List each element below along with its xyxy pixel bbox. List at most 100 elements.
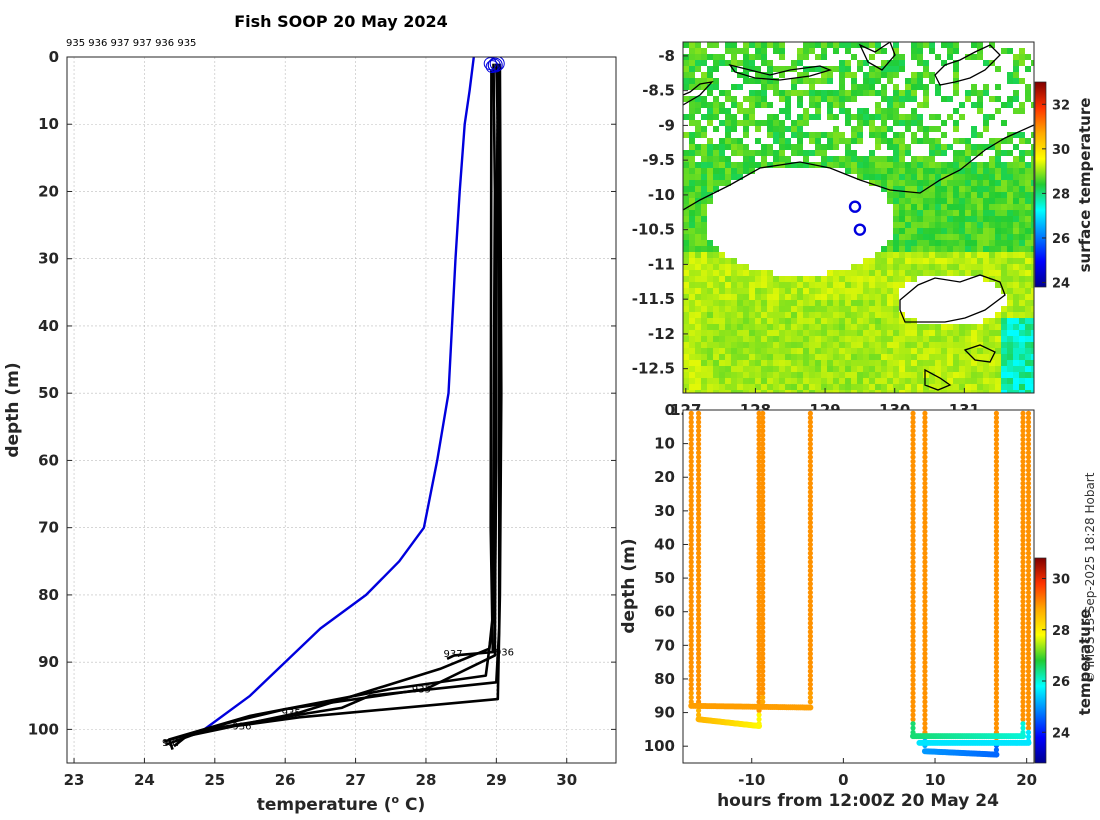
sst-pixel bbox=[797, 378, 803, 384]
sst-pixel bbox=[803, 78, 809, 84]
sst-pixel bbox=[1013, 306, 1019, 312]
sst-pixel bbox=[899, 150, 905, 156]
sst-pixel bbox=[989, 144, 995, 150]
sst-pixel bbox=[827, 336, 833, 342]
sst-pixel bbox=[737, 60, 743, 66]
sst-pixel bbox=[899, 138, 905, 144]
sst-pixel bbox=[791, 324, 797, 330]
temperature-point bbox=[910, 441, 916, 447]
sst-pixel bbox=[959, 240, 965, 246]
sst-pixel bbox=[971, 228, 977, 234]
sst-pixel bbox=[701, 54, 707, 60]
temperature-point bbox=[756, 664, 762, 670]
sst-pixel bbox=[761, 318, 767, 324]
sst-pixel bbox=[947, 372, 953, 378]
temperature-point bbox=[1020, 419, 1026, 425]
temperature-point bbox=[756, 585, 762, 591]
sst-pixel bbox=[791, 360, 797, 366]
temperature-point bbox=[1025, 428, 1032, 434]
sst-pixel bbox=[1001, 372, 1007, 378]
sst-pixel bbox=[947, 222, 953, 228]
sst-pixel bbox=[779, 306, 785, 312]
sst-pixel bbox=[767, 42, 773, 48]
sst-pixel bbox=[911, 108, 917, 114]
sst-pixel bbox=[929, 198, 935, 204]
sst-pixel bbox=[893, 294, 899, 300]
sst-pixel bbox=[1001, 216, 1007, 222]
sst-pixel bbox=[755, 270, 761, 276]
sst-pixel bbox=[1019, 204, 1025, 210]
sst-pixel bbox=[893, 306, 899, 312]
sst-pixel bbox=[1025, 168, 1031, 174]
temperature-point bbox=[1020, 664, 1026, 670]
sst-pixel bbox=[689, 252, 695, 258]
temperature-point bbox=[1020, 515, 1026, 521]
sst-pixel bbox=[983, 384, 989, 390]
sst-pixel bbox=[893, 114, 899, 120]
sst-pixel bbox=[881, 252, 887, 258]
temperature-point bbox=[993, 506, 1000, 513]
sst-pixel bbox=[809, 372, 815, 378]
sst-pixel bbox=[1013, 348, 1019, 354]
sst-pixel bbox=[851, 366, 857, 372]
sst-pixel bbox=[749, 372, 755, 378]
sst-pixel bbox=[833, 312, 839, 318]
sst-pixel bbox=[725, 114, 731, 120]
y-axis-label-2: depth (m) bbox=[619, 538, 639, 633]
sst-pixel bbox=[923, 198, 929, 204]
sst-pixel bbox=[767, 78, 773, 84]
sst-pixel bbox=[917, 252, 923, 258]
sst-pixel bbox=[947, 168, 953, 174]
sst-pixel bbox=[899, 342, 905, 348]
sst-pixel bbox=[779, 300, 785, 306]
temperature-point bbox=[688, 441, 694, 447]
sst-pixel bbox=[929, 252, 935, 258]
sst-pixel bbox=[857, 360, 863, 366]
sst-pixel bbox=[689, 306, 695, 312]
sst-pixel bbox=[875, 366, 881, 372]
sst-pixel bbox=[917, 240, 923, 246]
sst-pixel bbox=[977, 258, 983, 264]
sst-pixel bbox=[887, 324, 893, 330]
sst-pixel bbox=[749, 114, 755, 120]
sst-pixel bbox=[833, 156, 839, 162]
sst-pixel bbox=[995, 204, 1001, 210]
temperature-point bbox=[695, 581, 702, 587]
sst-pixel bbox=[707, 108, 713, 114]
temperature-point bbox=[695, 607, 702, 613]
sst-pixel bbox=[701, 378, 707, 384]
temperature-point bbox=[688, 520, 694, 526]
sst-pixel bbox=[995, 228, 1001, 234]
temperature-point bbox=[910, 498, 916, 504]
sst-pixel bbox=[833, 276, 839, 282]
sst-pixel bbox=[881, 306, 887, 312]
sst-pixel bbox=[911, 216, 917, 222]
sst-pixel bbox=[899, 186, 905, 192]
temperature-point bbox=[1025, 712, 1032, 718]
sst-pixel bbox=[893, 174, 899, 180]
sst-pixel bbox=[881, 348, 887, 354]
sst-pixel bbox=[1013, 228, 1019, 234]
sst-pixel bbox=[923, 354, 929, 360]
lat-tick-label: -12 bbox=[648, 325, 675, 343]
sst-pixel bbox=[755, 372, 761, 378]
sst-pixel bbox=[725, 312, 731, 318]
sst-pixel bbox=[839, 384, 845, 390]
sst-pixel bbox=[749, 168, 755, 174]
sst-pixel bbox=[977, 168, 983, 174]
temperature-point bbox=[760, 502, 766, 508]
sst-pixel bbox=[731, 342, 737, 348]
temperature-point bbox=[807, 520, 813, 526]
sst-pixel bbox=[965, 378, 971, 384]
sst-pixel bbox=[731, 294, 737, 300]
temperature-point bbox=[1020, 454, 1026, 460]
sst-pixel bbox=[707, 348, 713, 354]
sst-pixel bbox=[791, 342, 797, 348]
sst-pixel bbox=[983, 162, 989, 168]
x-tick-label: 28 bbox=[416, 771, 437, 789]
sst-pixel bbox=[893, 270, 899, 276]
temperature-point bbox=[993, 559, 1000, 565]
sst-pixel bbox=[851, 330, 857, 336]
sst-pixel bbox=[953, 216, 959, 222]
temperature-point bbox=[688, 568, 694, 574]
